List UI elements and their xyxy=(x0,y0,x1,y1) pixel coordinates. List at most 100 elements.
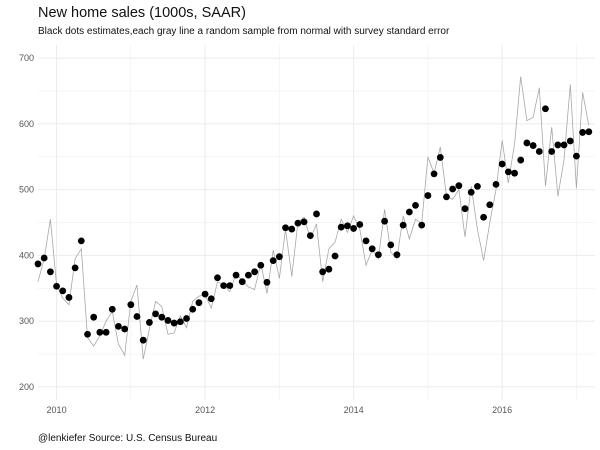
estimate-point xyxy=(152,310,159,318)
estimate-point xyxy=(436,154,444,161)
grid-major xyxy=(38,45,595,400)
estimate-point xyxy=(480,213,487,221)
estimate-point xyxy=(424,192,432,199)
estimate-point xyxy=(387,241,395,249)
estimate-point xyxy=(393,251,401,259)
estimate-point xyxy=(474,182,481,190)
estimate-point xyxy=(535,148,543,155)
estimate-point xyxy=(121,325,129,333)
estimate-point xyxy=(84,330,91,338)
estimate-point xyxy=(412,202,419,209)
estimate-point xyxy=(232,271,240,279)
estimate-point xyxy=(170,319,178,327)
estimate-point xyxy=(238,278,246,286)
estimate-point xyxy=(306,232,314,240)
estimate-point xyxy=(102,328,110,336)
estimate-point xyxy=(430,170,438,178)
estimate-point xyxy=(146,319,153,326)
chart-subtitle: Black dots estimates,each gray line a ra… xyxy=(38,26,450,37)
estimate-point xyxy=(53,282,60,290)
estimate-point xyxy=(350,225,358,232)
estimate-point xyxy=(40,254,48,262)
estimate-point xyxy=(356,221,364,228)
estimate-point xyxy=(300,218,308,226)
estimate-point xyxy=(244,271,252,279)
y-tick-label: 400 xyxy=(19,250,34,260)
estimate-point xyxy=(263,278,271,286)
estimate-point xyxy=(511,169,518,177)
x-tick-label: 2016 xyxy=(492,405,512,415)
x-tick-labels: 2010 2012 2014 2016 xyxy=(47,405,513,415)
estimate-point xyxy=(337,223,345,231)
estimate-point xyxy=(34,260,42,268)
estimate-point xyxy=(251,268,259,276)
estimate-point xyxy=(96,328,104,336)
estimate-point xyxy=(498,160,506,168)
estimate-point xyxy=(282,224,289,232)
estimate-point xyxy=(47,268,54,276)
estimate-point xyxy=(566,137,574,145)
estimate-point xyxy=(362,237,370,245)
estimate-point xyxy=(207,295,215,303)
x-tick-label: 2010 xyxy=(47,405,67,415)
estimate-point xyxy=(517,156,525,164)
estimate-point xyxy=(542,105,549,113)
estimate-point xyxy=(139,336,147,344)
estimate-point xyxy=(257,261,265,269)
estimate-point xyxy=(275,253,283,261)
estimate-point xyxy=(201,290,209,298)
y-tick-label: 200 xyxy=(19,382,34,392)
estimate-point xyxy=(294,219,302,227)
estimate-point xyxy=(344,222,351,230)
estimate-point xyxy=(189,305,197,313)
estimate-point xyxy=(492,180,500,188)
estimate-point xyxy=(133,313,141,320)
estimate-point xyxy=(158,313,166,321)
estimate-point xyxy=(418,221,426,229)
estimate-point xyxy=(331,252,339,260)
y-tick-label: 300 xyxy=(19,316,34,326)
estimate-point xyxy=(77,237,85,245)
y-tick-label: 600 xyxy=(19,119,34,129)
estimate-point xyxy=(313,210,320,218)
estimate-point xyxy=(449,185,457,193)
x-tick-label: 2012 xyxy=(195,405,215,415)
estimate-point xyxy=(560,141,568,149)
estimate-point xyxy=(288,225,296,233)
sample-layer xyxy=(37,76,590,360)
estimate-point xyxy=(554,141,562,149)
estimate-point xyxy=(579,129,586,136)
estimate-point xyxy=(374,251,382,259)
estimate-point xyxy=(183,315,190,322)
estimate-point xyxy=(115,322,122,330)
estimate-point xyxy=(108,305,116,313)
chart-title: New home sales (1000s, SAAR) xyxy=(38,5,246,21)
estimate-point xyxy=(164,317,172,324)
estimate-point xyxy=(461,205,469,213)
estimate-point xyxy=(65,294,73,301)
estimate-point xyxy=(381,217,389,225)
estimate-point xyxy=(467,188,475,196)
estimate-point xyxy=(195,299,203,307)
estimate-point xyxy=(325,265,333,273)
estimate-point xyxy=(405,208,413,216)
y-tick-labels: 200 300 400 500 600 700 xyxy=(19,53,34,392)
estimate-point xyxy=(226,282,234,290)
estimate-point xyxy=(71,264,79,272)
grid-minor xyxy=(38,45,595,400)
y-tick-label: 500 xyxy=(19,185,34,195)
estimate-point xyxy=(399,221,407,229)
estimate-point xyxy=(504,168,512,176)
estimate-dots xyxy=(34,105,593,344)
chart-caption: @lenkiefer Source: U.S. Census Bureau xyxy=(38,433,218,444)
estimate-point xyxy=(455,182,463,190)
estimate-point xyxy=(368,245,376,253)
estimate-point xyxy=(214,274,221,282)
estimate-point xyxy=(486,201,494,209)
estimate-point xyxy=(220,282,228,290)
estimate-point xyxy=(548,148,556,155)
estimate-point xyxy=(319,268,327,276)
estimate-point xyxy=(443,193,450,201)
estimate-point xyxy=(529,142,537,149)
